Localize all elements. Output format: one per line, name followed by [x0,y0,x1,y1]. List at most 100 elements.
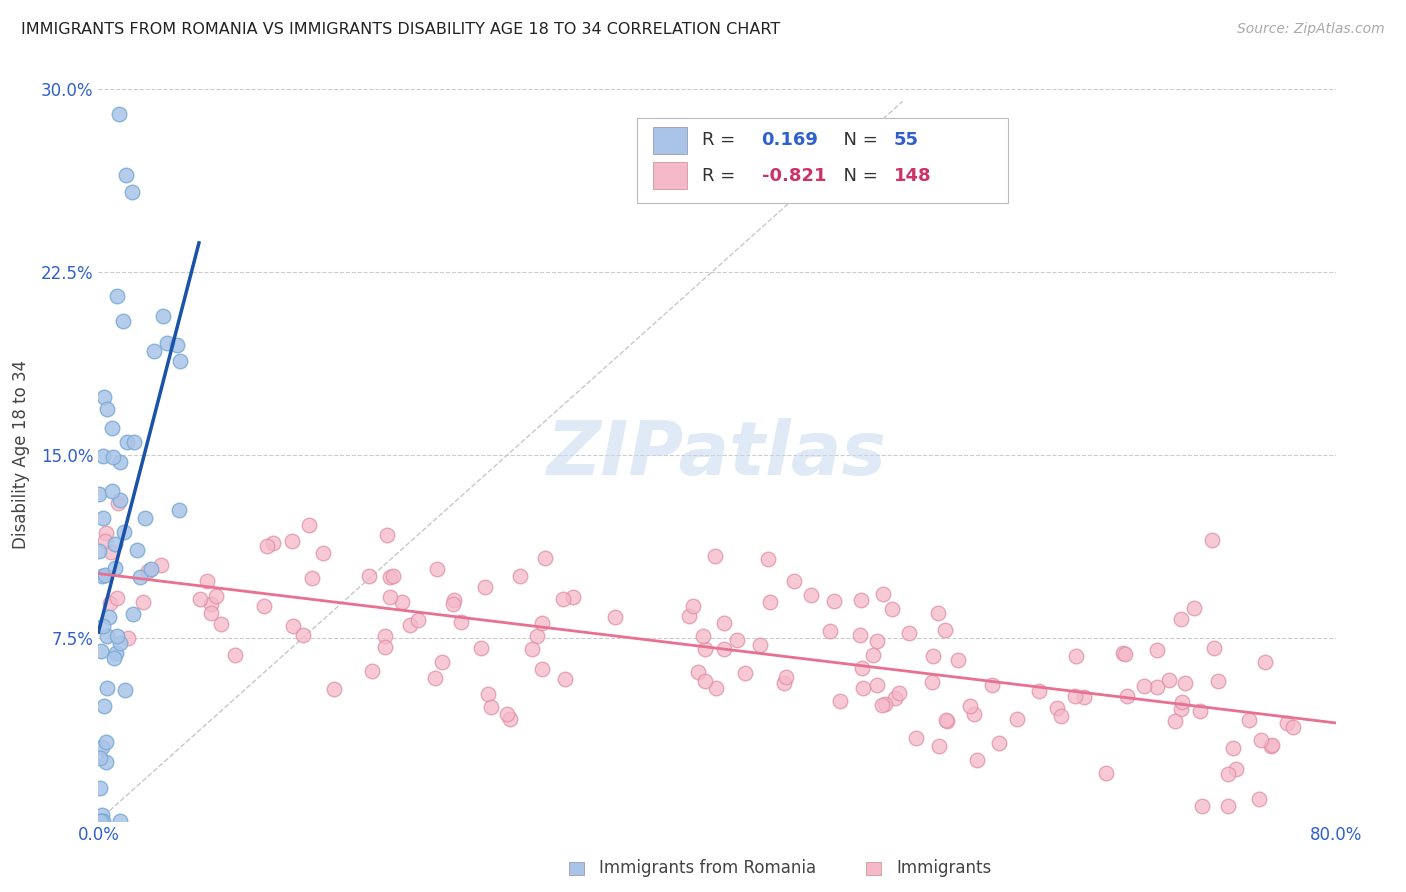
Point [114,683,136,698]
Point [759,595,782,609]
Point [108,106,131,120]
Point [873,697,896,711]
Point [1225,762,1247,776]
Point [1028,684,1050,698]
Text: Immigrants: Immigrants [896,859,991,877]
Point [981,678,1004,692]
Y-axis label: Disability Age 18 to 34: Disability Age 18 to 34 [11,360,30,549]
Point [603,609,626,624]
Point [713,642,735,657]
Point [1281,720,1303,734]
Point [479,700,502,714]
Point [1112,647,1135,661]
Bar [652,127,688,154]
Point [110,455,132,469]
Point [312,546,335,560]
Point [128,570,150,584]
Point [380,591,402,605]
Point [800,588,823,602]
Point [90,568,112,582]
Point [823,594,845,608]
Point [509,569,531,583]
Point [104,646,127,660]
Point [104,537,127,551]
Point [450,615,472,629]
Point [188,591,211,606]
Point [499,712,522,726]
Point [139,562,162,576]
Point [291,628,314,642]
Point [922,649,945,664]
Point [1250,733,1272,747]
Point [98,596,121,610]
Point [1171,696,1194,710]
Point [534,550,557,565]
Point [928,739,950,753]
Point [89,814,111,828]
Point [125,543,148,558]
Point [408,613,430,627]
Point [818,624,841,638]
Point [112,314,135,328]
Point [117,631,139,645]
Text: ZIPatlas: ZIPatlas [547,418,887,491]
Point [156,335,179,350]
Point [98,609,121,624]
Point [1170,702,1192,716]
Point [107,496,129,510]
Point [851,593,873,607]
Point [200,597,222,611]
Point [122,607,145,621]
Point [374,640,396,655]
Point [115,434,138,449]
Point [870,698,893,712]
Point [200,606,222,620]
Point [96,681,118,695]
Point [1261,739,1284,753]
Point [526,629,548,643]
Point [398,617,420,632]
Point [1260,739,1282,753]
Point [377,528,399,542]
Point [1237,713,1260,727]
Point [862,648,884,663]
Point [91,511,114,525]
Point [93,533,115,548]
Point [87,487,110,501]
Point [1277,716,1299,731]
Point [281,534,304,549]
Point [169,354,191,368]
Point [132,595,155,609]
Point [921,675,943,690]
Point [169,503,191,517]
Point [121,185,143,199]
Point [91,808,114,822]
Point [93,390,115,404]
Point [474,580,496,594]
Point [91,739,114,754]
Point [1170,612,1192,626]
Point [391,595,413,609]
Point [96,401,118,416]
Point [381,569,404,583]
Point [89,781,111,796]
Point [256,539,278,553]
Text: N =: N = [832,167,883,185]
Point [1146,643,1168,657]
Point [1218,767,1240,781]
Point [704,681,727,695]
Point [1189,704,1212,718]
Text: 0.169: 0.169 [762,131,818,149]
Point [692,629,714,643]
Point [880,601,903,615]
Point [357,568,380,582]
Point [1191,798,1213,813]
Point [693,674,716,689]
Point [253,599,276,614]
Point [298,517,321,532]
Point [90,644,112,658]
Point [108,814,131,828]
Point [323,681,346,696]
Point [531,662,554,676]
Point [830,693,852,707]
